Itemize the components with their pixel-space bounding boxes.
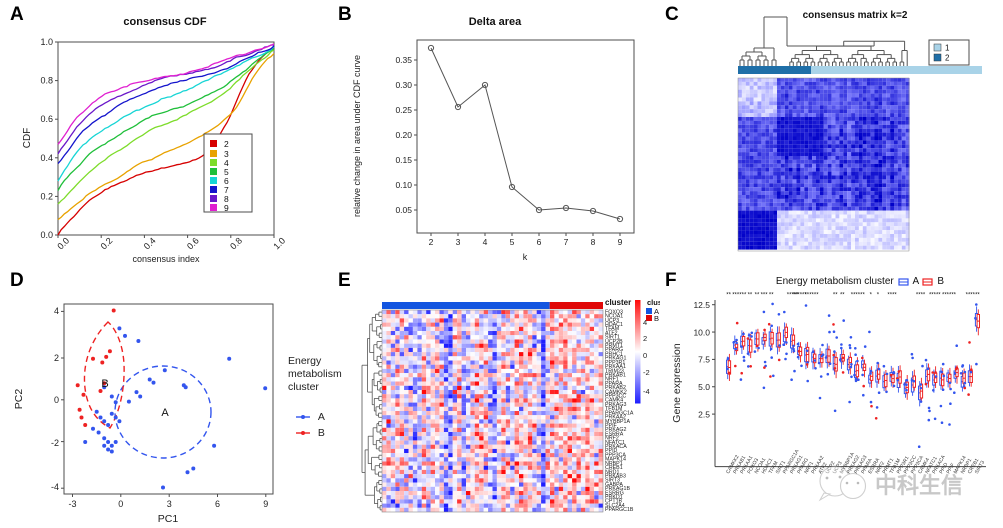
svg-text:2: 2 — [54, 353, 59, 363]
svg-text:2.5: 2.5 — [698, 409, 710, 419]
svg-text:0.8: 0.8 — [40, 76, 53, 86]
svg-text:0.20: 0.20 — [395, 130, 412, 140]
svg-text:3: 3 — [167, 499, 172, 509]
svg-text:6: 6 — [537, 237, 542, 247]
svg-text:1: 1 — [945, 44, 950, 53]
svg-text:A: A — [161, 407, 169, 419]
svg-text:10.0: 10.0 — [693, 327, 710, 337]
svg-text:Gene expression: Gene expression — [671, 343, 683, 423]
svg-text:3: 3 — [456, 237, 461, 247]
svg-text:9: 9 — [263, 499, 268, 509]
svg-text:0: 0 — [118, 499, 123, 509]
svg-text:0.30: 0.30 — [395, 80, 412, 90]
svg-text:**: ** — [748, 293, 753, 299]
svg-text:9: 9 — [618, 237, 623, 247]
svg-text:2: 2 — [643, 334, 647, 343]
svg-text:-2: -2 — [643, 368, 650, 377]
svg-text:6: 6 — [215, 499, 220, 509]
svg-text:**: ** — [755, 293, 760, 299]
svg-text:0.4: 0.4 — [40, 153, 53, 163]
svg-text:2: 2 — [429, 237, 434, 247]
svg-text:PPARGC1B: PPARGC1B — [605, 507, 634, 513]
svg-text:8: 8 — [591, 237, 596, 247]
svg-text:-4: -4 — [643, 387, 650, 396]
svg-text:5.0: 5.0 — [698, 382, 710, 392]
svg-text:***: *** — [739, 293, 747, 299]
svg-text:PC2: PC2 — [13, 389, 25, 410]
svg-text:-4: -4 — [51, 482, 59, 492]
svg-text:7: 7 — [564, 237, 569, 247]
svg-text:-2: -2 — [51, 438, 59, 448]
svg-text:0.35: 0.35 — [395, 55, 412, 65]
svg-text:0.05: 0.05 — [395, 205, 412, 215]
svg-text:relative change in area under: relative change in area under CDF curve — [352, 55, 362, 217]
svg-text:0.0: 0.0 — [40, 230, 53, 240]
svg-text:cluster: cluster — [605, 298, 631, 307]
svg-text:1.0: 1.0 — [40, 37, 53, 47]
svg-text:CDF: CDF — [22, 128, 33, 149]
svg-text:PC1: PC1 — [158, 513, 179, 525]
svg-text:***: *** — [761, 293, 769, 299]
svg-text:0.2: 0.2 — [40, 191, 53, 201]
svg-text:0.6: 0.6 — [40, 114, 53, 124]
svg-text:-3: -3 — [68, 499, 76, 509]
svg-text:**: ** — [726, 293, 731, 299]
svg-text:9: 9 — [224, 203, 229, 213]
svg-text:B: B — [101, 378, 108, 390]
svg-text:2: 2 — [945, 54, 950, 63]
svg-text:7.5: 7.5 — [698, 355, 710, 365]
svg-text:0: 0 — [54, 395, 59, 405]
svg-text:0.25: 0.25 — [395, 105, 412, 115]
svg-text:4: 4 — [483, 237, 488, 247]
svg-text:5: 5 — [510, 237, 515, 247]
svg-text:0: 0 — [643, 351, 647, 360]
svg-text:2: 2 — [224, 139, 229, 149]
svg-text:0.15: 0.15 — [395, 155, 412, 165]
svg-text:**: ** — [769, 293, 774, 299]
svg-text:0.10: 0.10 — [395, 180, 412, 190]
svg-text:12.5: 12.5 — [693, 300, 710, 310]
svg-text:clust: clust — [647, 298, 660, 307]
svg-text:B: B — [654, 314, 659, 323]
svg-text:4: 4 — [54, 306, 59, 316]
